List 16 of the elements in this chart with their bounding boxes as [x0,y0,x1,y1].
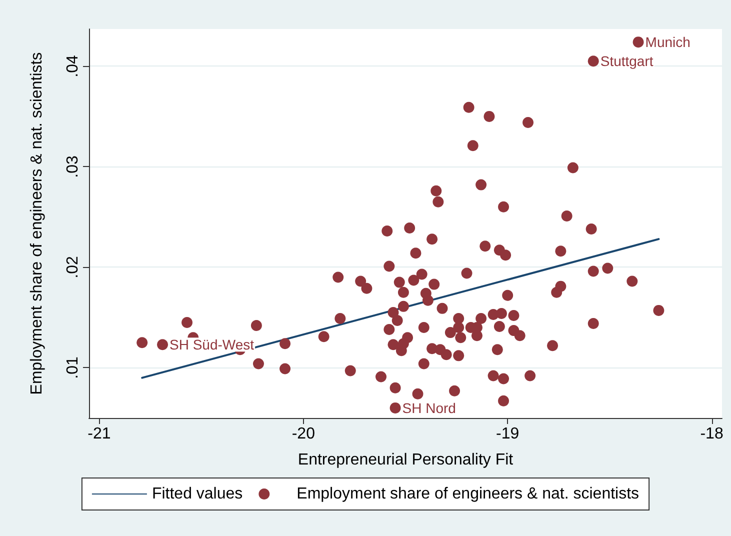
y-tick-label: .03 [64,155,82,178]
y-axis-title: Employment share of engineers & nat. scientists [28,52,46,395]
x-axis-title: Entrepreneurial Personality Fit [298,452,514,468]
x-tick-label: -20 [292,426,316,442]
x-tick-label: -19 [496,426,520,442]
annotation: Stuttgart [600,53,654,70]
annotation: SH Nord [402,400,456,416]
x-tick-label: -18 [700,426,724,442]
y-tick-label: .02 [64,256,82,278]
y-tick-label: .04 [64,54,82,78]
legend-label: Fitted values [152,486,243,502]
y-tick-label: .01 [64,356,82,379]
annotation: Munich [645,34,690,50]
legend-label: Employment share of engineers & nat. scientists [296,486,640,502]
annotation: SH Süd-West [170,336,254,353]
x-tick-label: -21 [88,426,111,442]
